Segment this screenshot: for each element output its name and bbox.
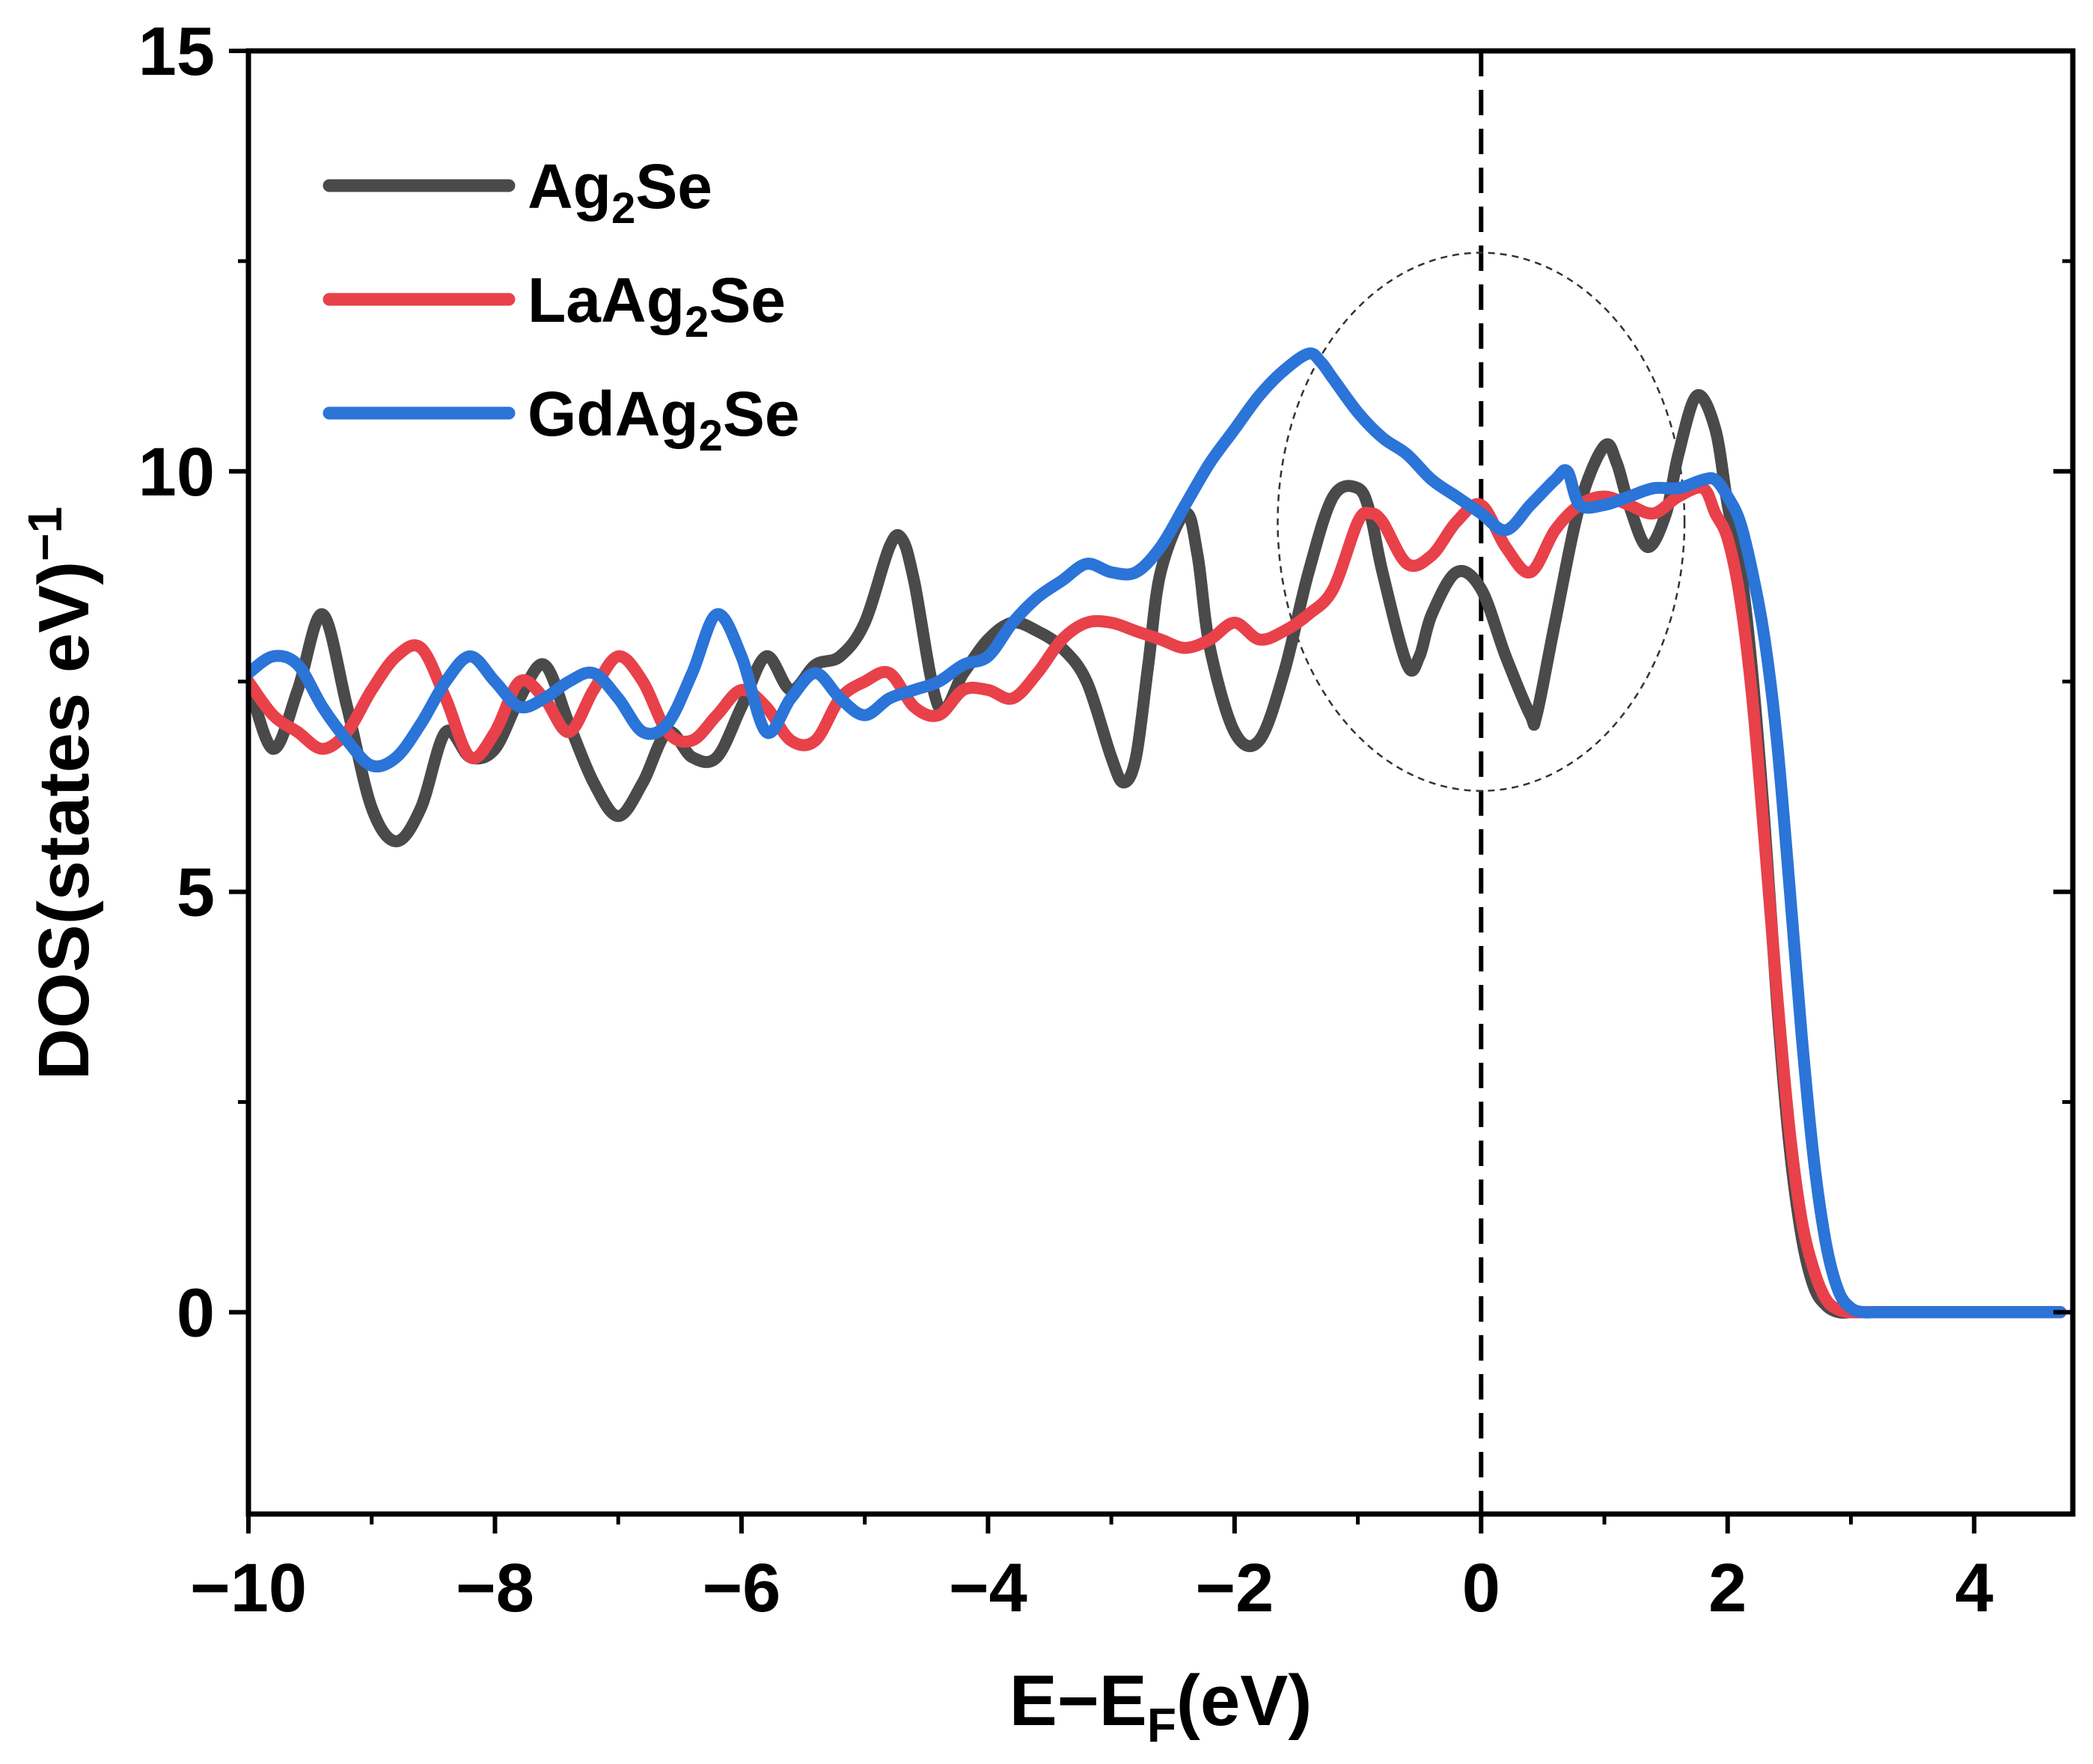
legend: Ag2Se LaAg2Se GdAg2Se <box>323 151 800 460</box>
x-tick-label: 0 <box>1462 1550 1500 1626</box>
tick-layer <box>229 49 2073 1533</box>
x-tick-label: 2 <box>1708 1550 1747 1626</box>
svg-text:E−EF(eV): E−EF(eV) <box>1009 1661 1313 1752</box>
legend-label-laag2se-sub: 2 <box>685 298 709 347</box>
x-tick-label: −2 <box>1195 1550 1274 1626</box>
x-tick-label: −6 <box>702 1550 780 1626</box>
legend-label-ag2se-tail: Se <box>635 151 712 222</box>
legend-label-laag2se: LaAg2Se <box>528 265 786 347</box>
x-tick-label: −8 <box>456 1550 534 1626</box>
x-tick-label: 4 <box>1955 1550 1993 1626</box>
plot-area-background <box>248 51 2073 1514</box>
x-axis-title-unit: (eV) <box>1176 1661 1312 1741</box>
y-tick-label: 0 <box>177 1275 215 1351</box>
y-axis-title: DOS(states eV)−1 <box>18 507 104 1081</box>
legend-label-gdag2se-sub: 2 <box>699 412 723 460</box>
y-tick-label: 10 <box>138 434 215 510</box>
y-axis-title-superscript: −1 <box>18 507 72 561</box>
series-line-laag2se <box>248 481 2067 1319</box>
legend-label-ag2se-main: Ag <box>528 151 611 222</box>
series-line-gdag2se <box>248 347 2067 1319</box>
legend-label-gdag2se: GdAg2Se <box>528 379 800 460</box>
svg-text:DOS(states eV)−1: DOS(states eV)−1 <box>18 507 104 1081</box>
legend-label-ag2se-sub: 2 <box>611 184 635 233</box>
tick-label-layer: −10 −8 −6 −4 −2 0 2 4 0 5 10 15 <box>138 13 1993 1626</box>
highlight-ellipse <box>1277 251 1686 792</box>
y-tick-label: 5 <box>177 855 215 931</box>
plot-frame <box>245 48 2076 1517</box>
legend-label-laag2se-main: LaAg <box>528 265 685 335</box>
legend-label-gdag2se-main: GdAg <box>528 379 699 449</box>
series-layer <box>248 347 2067 1319</box>
x-axis-title-main: E−E <box>1009 1661 1147 1741</box>
legend-label-laag2se-tail: Se <box>709 265 786 335</box>
x-axis-title: E−EF(eV) <box>1009 1661 1313 1752</box>
fermi-level-layer <box>1277 51 1686 1514</box>
legend-label-gdag2se-tail: Se <box>723 379 800 449</box>
x-tick-label: −10 <box>190 1550 307 1626</box>
x-tick-label: −4 <box>949 1550 1027 1626</box>
x-axis-title-subscript: F <box>1147 1698 1176 1752</box>
y-tick-label: 15 <box>138 13 215 90</box>
legend-label-ag2se: Ag2Se <box>528 151 712 233</box>
y-axis-title-main: DOS(states eV) <box>24 561 104 1081</box>
